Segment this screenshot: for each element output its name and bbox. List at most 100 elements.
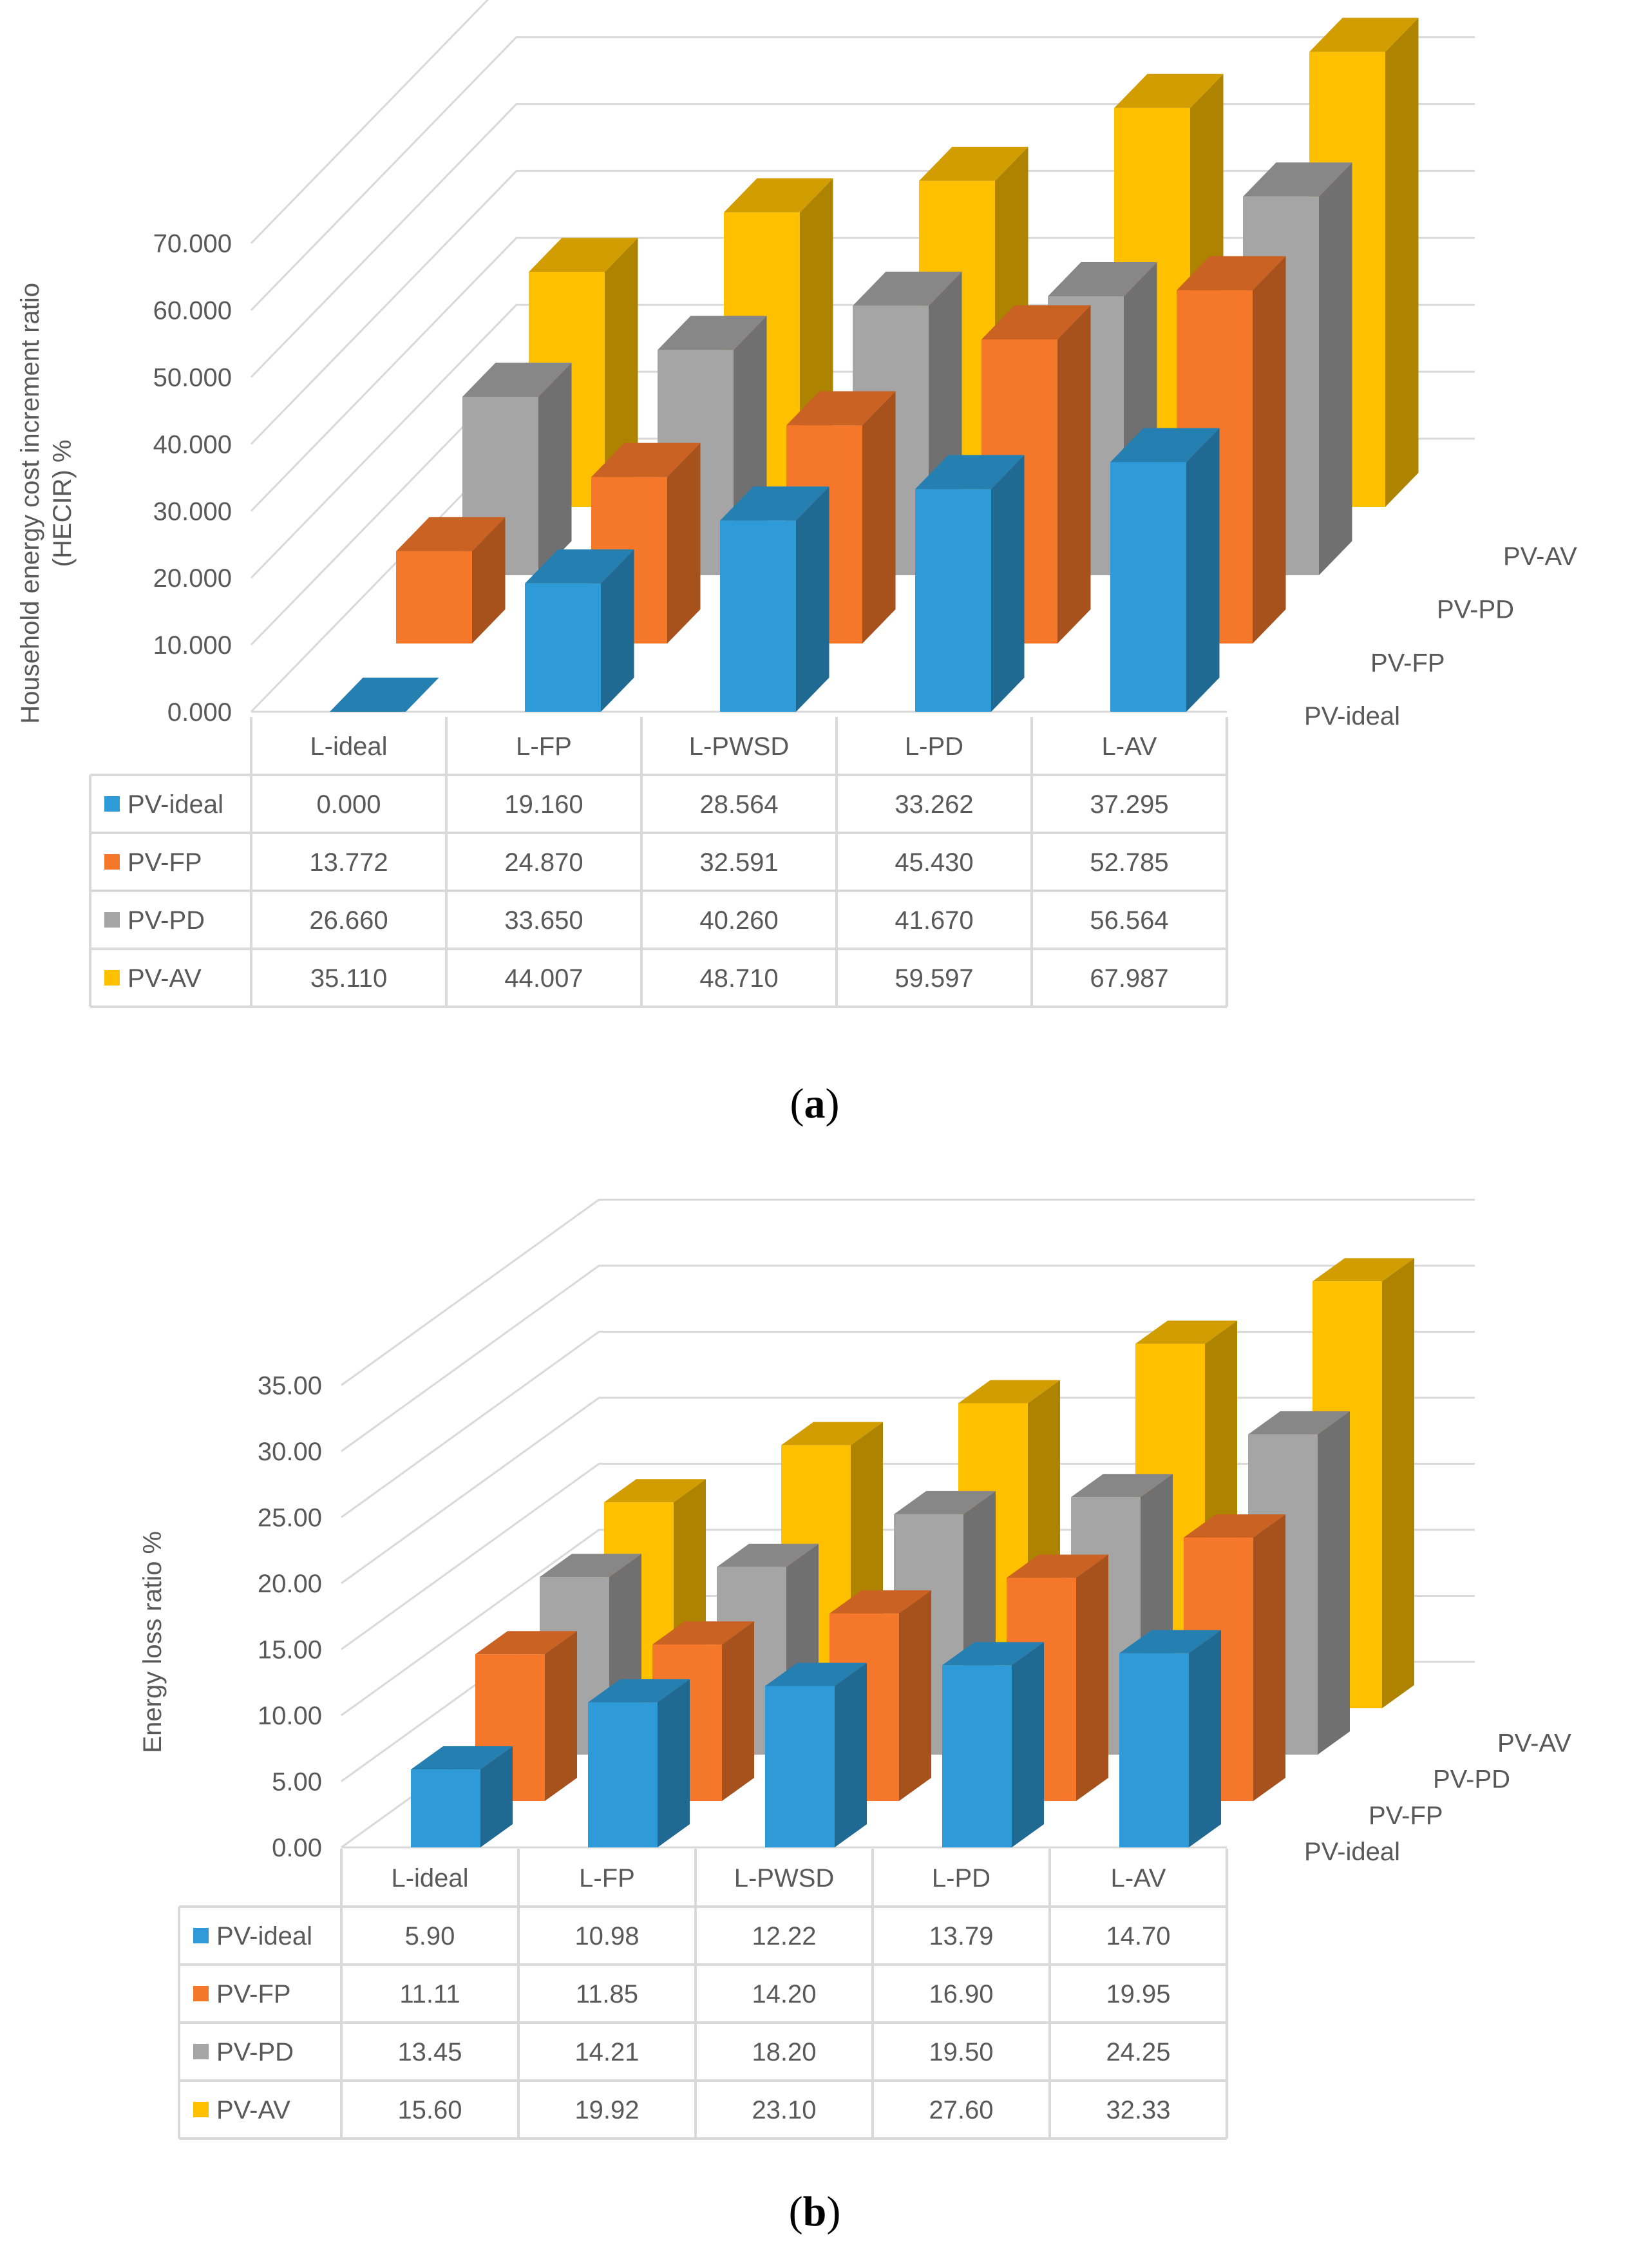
bar-side xyxy=(1318,1411,1350,1755)
depth-labels: PV-ideal PV-FP PV-PD PV-AV xyxy=(1304,542,1577,730)
legend-swatch xyxy=(104,970,120,986)
depth-label-pv-pd: PV-PD xyxy=(1437,596,1514,624)
data-cell: 33.650 xyxy=(504,906,583,935)
bar-side xyxy=(991,455,1025,712)
y-tick-label: 50.000 xyxy=(153,364,232,392)
figure-caption: (a) xyxy=(790,1080,840,1127)
bar-side xyxy=(601,549,634,712)
data-cell: 19.92 xyxy=(574,2096,639,2124)
category-label: L-FP xyxy=(516,732,572,761)
data-cell: 32.591 xyxy=(699,848,778,877)
table-row: PV-PD 26.660 33.650 40.260 41.670 56.564 xyxy=(104,906,1169,935)
bar-front xyxy=(525,583,601,712)
legend-label: PV-FP xyxy=(128,848,202,877)
table-row: PV-ideal 0.000 19.160 28.564 33.262 37.295 xyxy=(104,790,1169,819)
y-tick-label: 5.00 xyxy=(272,1768,322,1796)
depth-label-pv-av: PV-AV xyxy=(1503,542,1577,571)
bar-pv-ideal-l-fp xyxy=(525,549,634,712)
y-axis-title-line: (HECIR) % xyxy=(48,439,77,567)
bar-top xyxy=(540,1554,641,1577)
legend-swatch xyxy=(193,1928,209,1943)
bar-top xyxy=(981,305,1091,339)
legend-swatch xyxy=(193,2102,209,2117)
bars xyxy=(330,17,1419,712)
bar-top xyxy=(591,443,701,477)
bar-front xyxy=(720,520,796,712)
bar-pv-ideal-l-pd xyxy=(942,1642,1044,1847)
bar-front xyxy=(1110,462,1186,712)
bar-top xyxy=(781,1422,883,1445)
data-cell: 48.710 xyxy=(699,964,778,993)
bar-side xyxy=(796,486,829,712)
data-cell: 13.772 xyxy=(309,848,388,877)
category-label: L-PD xyxy=(932,1864,990,1892)
data-cell: 12.22 xyxy=(752,1922,816,1950)
bar-side xyxy=(472,517,506,643)
bar-side xyxy=(605,238,638,507)
table-row: PV-PD 13.45 14.21 18.20 19.50 24.25 xyxy=(193,2038,1171,2066)
data-cell: 15.60 xyxy=(397,2096,462,2124)
data-cell: 11.11 xyxy=(399,1980,460,2008)
bar-top xyxy=(1135,1320,1237,1344)
legend-swatch xyxy=(193,2044,209,2059)
bar-pv-ideal-l-fp xyxy=(588,1679,690,1847)
data-cell: 19.50 xyxy=(929,2038,993,2066)
legend-swatch xyxy=(104,796,120,812)
bar-side xyxy=(835,1663,867,1847)
data-cell: 37.295 xyxy=(1090,790,1168,819)
bar-top xyxy=(1114,73,1224,108)
bar-top xyxy=(1243,162,1352,197)
legend-label: PV-AV xyxy=(128,964,202,993)
y-tick-label: 60.000 xyxy=(153,297,232,325)
y-tick-label: 20.00 xyxy=(258,1570,322,1598)
bar-pv-ideal-l-ideal xyxy=(411,1746,513,1847)
data-cell: 45.430 xyxy=(895,848,973,877)
chart-b: 0.00 5.00 10.00 15.00 20.00 25.00 30.00 35.00 En… xyxy=(138,1199,1571,2235)
bar-side xyxy=(480,1746,513,1847)
legend-swatch xyxy=(193,1986,209,2001)
data-table: L-ideal L-FP L-PWSD L-PD L-AV PV-ideal 5.90 10.… xyxy=(178,1849,1228,2140)
data-cell: 19.160 xyxy=(504,790,583,819)
data-cell: 0.000 xyxy=(316,790,381,819)
bar-top xyxy=(720,486,829,521)
category-label: L-PD xyxy=(905,732,963,761)
bar-pv-ideal-l-av xyxy=(1119,1630,1221,1847)
y-tick-label: 0.000 xyxy=(167,698,232,727)
y-tick-labels: 0.00 5.00 10.00 15.00 20.00 25.00 30.00 35.00 xyxy=(258,1372,322,1863)
table-row: PV-AV 35.110 44.007 48.710 59.597 67.987 xyxy=(104,964,1169,993)
category-label: L-AV xyxy=(1111,1864,1166,1892)
bar-top xyxy=(330,678,439,712)
bar-top xyxy=(1048,262,1157,297)
data-cell: 13.79 xyxy=(929,1922,993,1950)
data-cell: 24.870 xyxy=(504,848,583,877)
data-cell: 16.90 xyxy=(929,1980,993,2008)
bar-top xyxy=(1071,1474,1173,1498)
bar-front xyxy=(765,1686,835,1847)
depth-labels: PV-ideal PV-FP PV-PD PV-AV xyxy=(1304,1730,1571,1866)
bars xyxy=(411,1258,1414,1847)
data-cell: 41.670 xyxy=(895,906,973,935)
data-cell: 56.564 xyxy=(1090,906,1168,935)
category-label: L-PWSD xyxy=(689,732,790,761)
legend-swatch xyxy=(104,912,120,928)
data-cell: 14.21 xyxy=(574,2038,639,2066)
bar-top xyxy=(717,1543,819,1567)
y-tick-label: 70.000 xyxy=(153,230,232,258)
data-cell: 14.20 xyxy=(752,1980,816,2008)
bar-side xyxy=(545,1631,577,1801)
data-cell: 52.785 xyxy=(1090,848,1168,877)
bar-pv-ideal-l-av xyxy=(1110,428,1220,712)
gridlines xyxy=(250,0,1475,713)
data-cell: 28.564 xyxy=(699,790,778,819)
bar-top xyxy=(765,1663,867,1686)
category-label: L-PWSD xyxy=(734,1864,835,1892)
table-row: PV-FP 11.11 11.85 14.20 16.90 19.95 xyxy=(193,1980,1171,2008)
table-row: PV-AV 15.60 19.92 23.10 27.60 32.33 xyxy=(193,2096,1171,2124)
category-label: L-FP xyxy=(579,1864,635,1892)
y-tick-label: 10.000 xyxy=(153,631,232,660)
data-cell: 67.987 xyxy=(1090,964,1168,993)
legend-swatch xyxy=(104,854,120,870)
bar-top xyxy=(1184,1514,1285,1538)
y-tick-label: 25.00 xyxy=(258,1504,322,1532)
gridline xyxy=(341,1264,1475,1453)
